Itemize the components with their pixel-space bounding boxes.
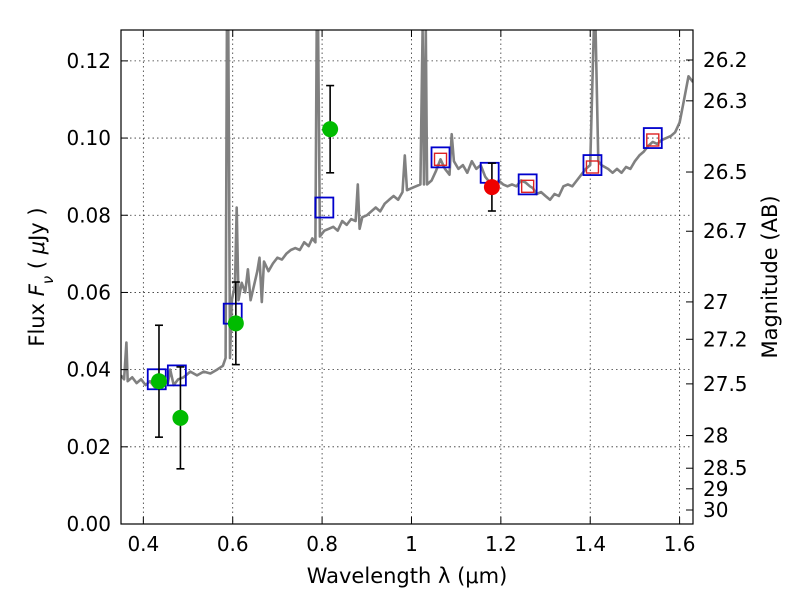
x-tick-label: 1.4 [574, 532, 606, 556]
observed-point [150, 373, 167, 390]
mag-tick-label: 28 [703, 424, 728, 448]
y-axis-right-title: Magnitude (AB) [758, 195, 782, 358]
y-axis-title-part: Jy ) [25, 207, 49, 243]
spectrum-line [121, 30, 693, 389]
mag-tick-label: 29 [703, 477, 728, 501]
y-axis-title: Flux Fν ( μJy ) [25, 207, 57, 346]
model-photometry-square [166, 364, 187, 387]
x-tick-label: 0.4 [127, 532, 159, 556]
plot-data [121, 30, 693, 470]
y-tick-label: 0.08 [66, 203, 111, 227]
model-photometry-square [582, 154, 603, 176]
x-tick-label: 1 [405, 532, 418, 556]
y-tick-label: 0.00 [66, 512, 111, 536]
y-axis-title-part: ( [25, 254, 49, 276]
mag-tick-label: 26.7 [703, 219, 748, 243]
model-photometry-inner-square [520, 179, 535, 194]
y-tick-label: 0.02 [66, 435, 111, 459]
x-tick-label: 1.2 [485, 532, 517, 556]
model-photometry-square [517, 173, 538, 196]
x-tick-label: 1.6 [664, 532, 696, 556]
highlighted-point [483, 179, 500, 196]
model-photometry-inner-square [585, 160, 600, 174]
observed-point [172, 409, 189, 426]
mag-tick-label: 26.5 [703, 160, 748, 184]
mag-tick-label: 28.5 [703, 456, 748, 480]
mag-tick-label: 27 [703, 290, 728, 314]
y-axis-title-part: μ [25, 241, 49, 255]
mag-tick-label: 27.2 [703, 327, 748, 351]
ticks: 0.4 0.6 0.8 1 1.2 1.4 1.6 0.00 0.02 0.04 0.06 0.08 0… [66, 30, 748, 556]
mag-tick-label: 27.5 [703, 372, 748, 396]
plot-background [121, 30, 693, 524]
y-tick-label: 0.12 [66, 49, 111, 73]
y-axis-title-part: ν [39, 276, 57, 284]
y-tick-label: 0.10 [66, 126, 111, 150]
mag-tick-label: 30 [703, 498, 728, 522]
model-photometry-square [430, 146, 451, 169]
observed-point [322, 121, 339, 138]
x-tick-label: 0.8 [306, 532, 338, 556]
mag-tick-label: 26.3 [703, 89, 748, 113]
model-photometry-square [642, 127, 663, 149]
y-axis-title-part: F [25, 283, 49, 296]
plot-frame [120, 29, 694, 525]
model-photometry-inner-square [433, 152, 448, 166]
y-tick-label: 0.06 [66, 280, 111, 304]
y-tick-label: 0.04 [66, 358, 111, 382]
mag-tick-label: 26.2 [703, 48, 748, 72]
model-photometry-inner-square [646, 133, 660, 147]
x-axis-title: Wavelength λ (μm) [307, 564, 508, 588]
model-photometry-square [314, 196, 335, 219]
x-tick-label: 0.6 [217, 532, 249, 556]
y-axis-title-part: Flux [25, 296, 49, 346]
observed-point [227, 315, 244, 332]
